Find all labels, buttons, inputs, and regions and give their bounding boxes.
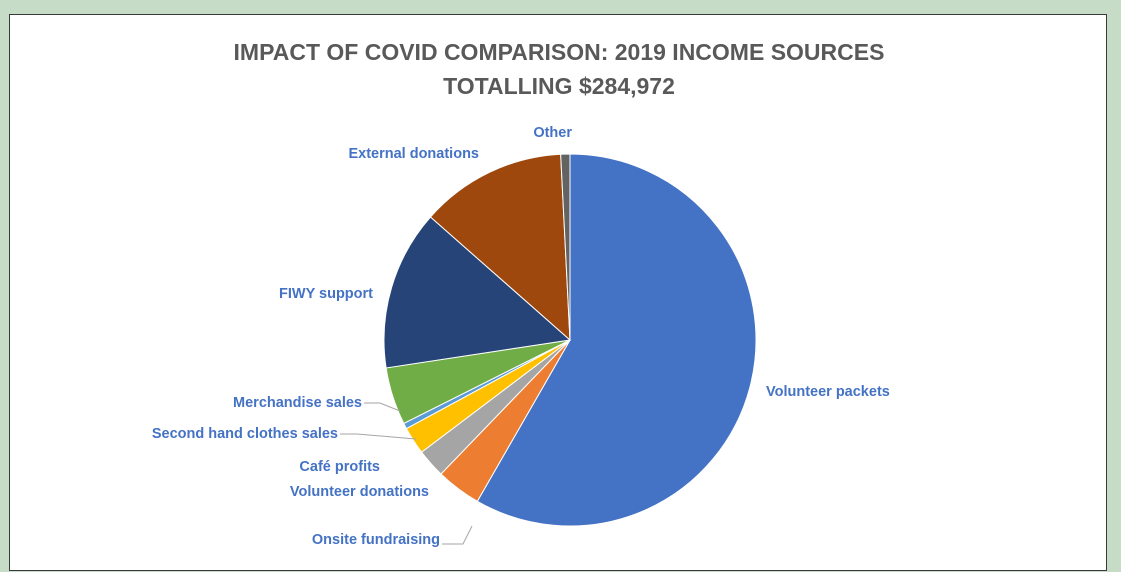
- chart-title-line-1: IMPACT OF COVID COMPARISON: 2019 INCOME …: [233, 39, 885, 65]
- leader-line: [340, 433, 417, 440]
- pie-slice-other: [560, 153, 571, 341]
- slice-label: Other: [533, 125, 572, 141]
- chart-title: IMPACT OF COVID COMPARISON: 2019 INCOME …: [10, 35, 1108, 103]
- pie-slice-external-donations: [429, 153, 571, 342]
- slice-label: Merchandise sales: [233, 395, 362, 411]
- pie-slice-fiwy-support: [383, 216, 572, 369]
- slice-label: Volunteer packets: [766, 384, 890, 400]
- pie-slice-volunteer-packets: [476, 153, 757, 527]
- slice-label: Volunteer donations: [290, 484, 429, 500]
- slice-label: Onsite fundraising: [312, 532, 440, 548]
- leader-line: [442, 525, 473, 545]
- slice-label: External donations: [348, 146, 479, 162]
- slice-label: Café profits: [299, 459, 380, 475]
- chart-panel: IMPACT OF COVID COMPARISON: 2019 INCOME …: [9, 14, 1107, 571]
- chart-title-line-2: TOTALLING $284,972: [443, 73, 675, 99]
- slice-label: Second hand clothes sales: [152, 426, 338, 442]
- pie-chart: Volunteer packets Onsite fundraising Volun…: [152, 125, 890, 548]
- slice-label: FIWY support: [279, 286, 373, 302]
- leader-line: [364, 402, 401, 412]
